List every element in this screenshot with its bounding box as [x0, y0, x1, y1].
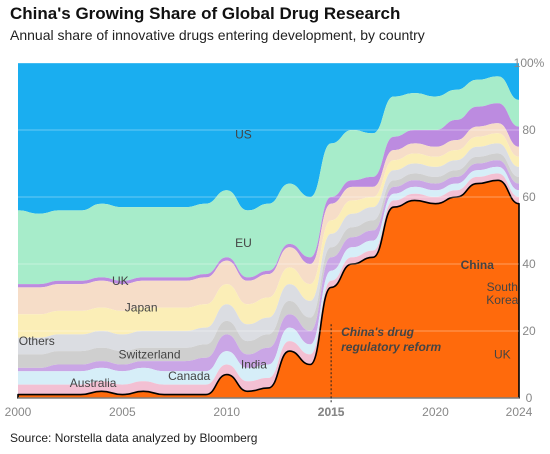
y-tick-label: 60: [522, 190, 536, 204]
series-label-south-korea: South Korea: [486, 280, 518, 307]
series-label-australia: Australia: [70, 376, 117, 390]
series-label-china: China: [461, 258, 495, 272]
annotation: China's drug regulatory reform: [330, 324, 441, 404]
y-tick-label: 40: [522, 257, 536, 271]
x-tick-label: 2020: [422, 405, 449, 419]
x-tick-label: 2005: [109, 405, 136, 419]
area-eu: [18, 76, 519, 285]
series-label-uk: UK: [494, 347, 511, 361]
chart-title: China's Growing Share of Global Drug Res…: [10, 4, 401, 23]
y-tick-label: 0: [526, 391, 533, 405]
gridlines: [18, 62, 519, 399]
series-label-us: US: [235, 128, 252, 142]
y-axis: 0 20 40 60 80 100%: [514, 56, 545, 405]
area-japan: [18, 133, 519, 338]
area-us: [18, 63, 519, 214]
x-tick-label: 2010: [213, 405, 240, 419]
chart-canvas: 0 20 40 60 80 100% 2000 2005 2010 2015 2020 2024 20…: [5, 56, 545, 419]
series-label-uk: UK: [112, 274, 129, 288]
series-label-india: India: [241, 358, 267, 372]
y-tick-label: 100%: [514, 56, 545, 70]
series-labels: US EU China UK Japan Others Switzerland India Ca…: [19, 128, 519, 390]
y-tick-label: 80: [522, 123, 536, 137]
stacked-areas: [17, 63, 520, 399]
x-tick-label: 2000: [5, 405, 32, 419]
chart-subtitle: Annual share of innovative drugs enterin…: [10, 27, 425, 43]
source-note: Source: Norstella data analyzed by Bloom…: [10, 431, 258, 445]
series-label-canada: Canada: [168, 369, 210, 383]
series-label-others: Others: [19, 334, 55, 348]
series-label-japan: Japan: [125, 301, 158, 315]
x-tick-label-highlight: 2015: [318, 405, 345, 419]
area-uk: [18, 123, 519, 315]
area-south-korea: [18, 103, 519, 288]
annotation-text: China's drug regulatory reform: [341, 325, 441, 354]
x-tick-label: 2015: [318, 405, 345, 419]
series-label-switzerland: Switzerland: [118, 347, 180, 361]
x-tick-label: 2024: [506, 405, 533, 419]
y-tick-label: 20: [522, 324, 536, 338]
series-label-eu: EU: [235, 236, 252, 250]
